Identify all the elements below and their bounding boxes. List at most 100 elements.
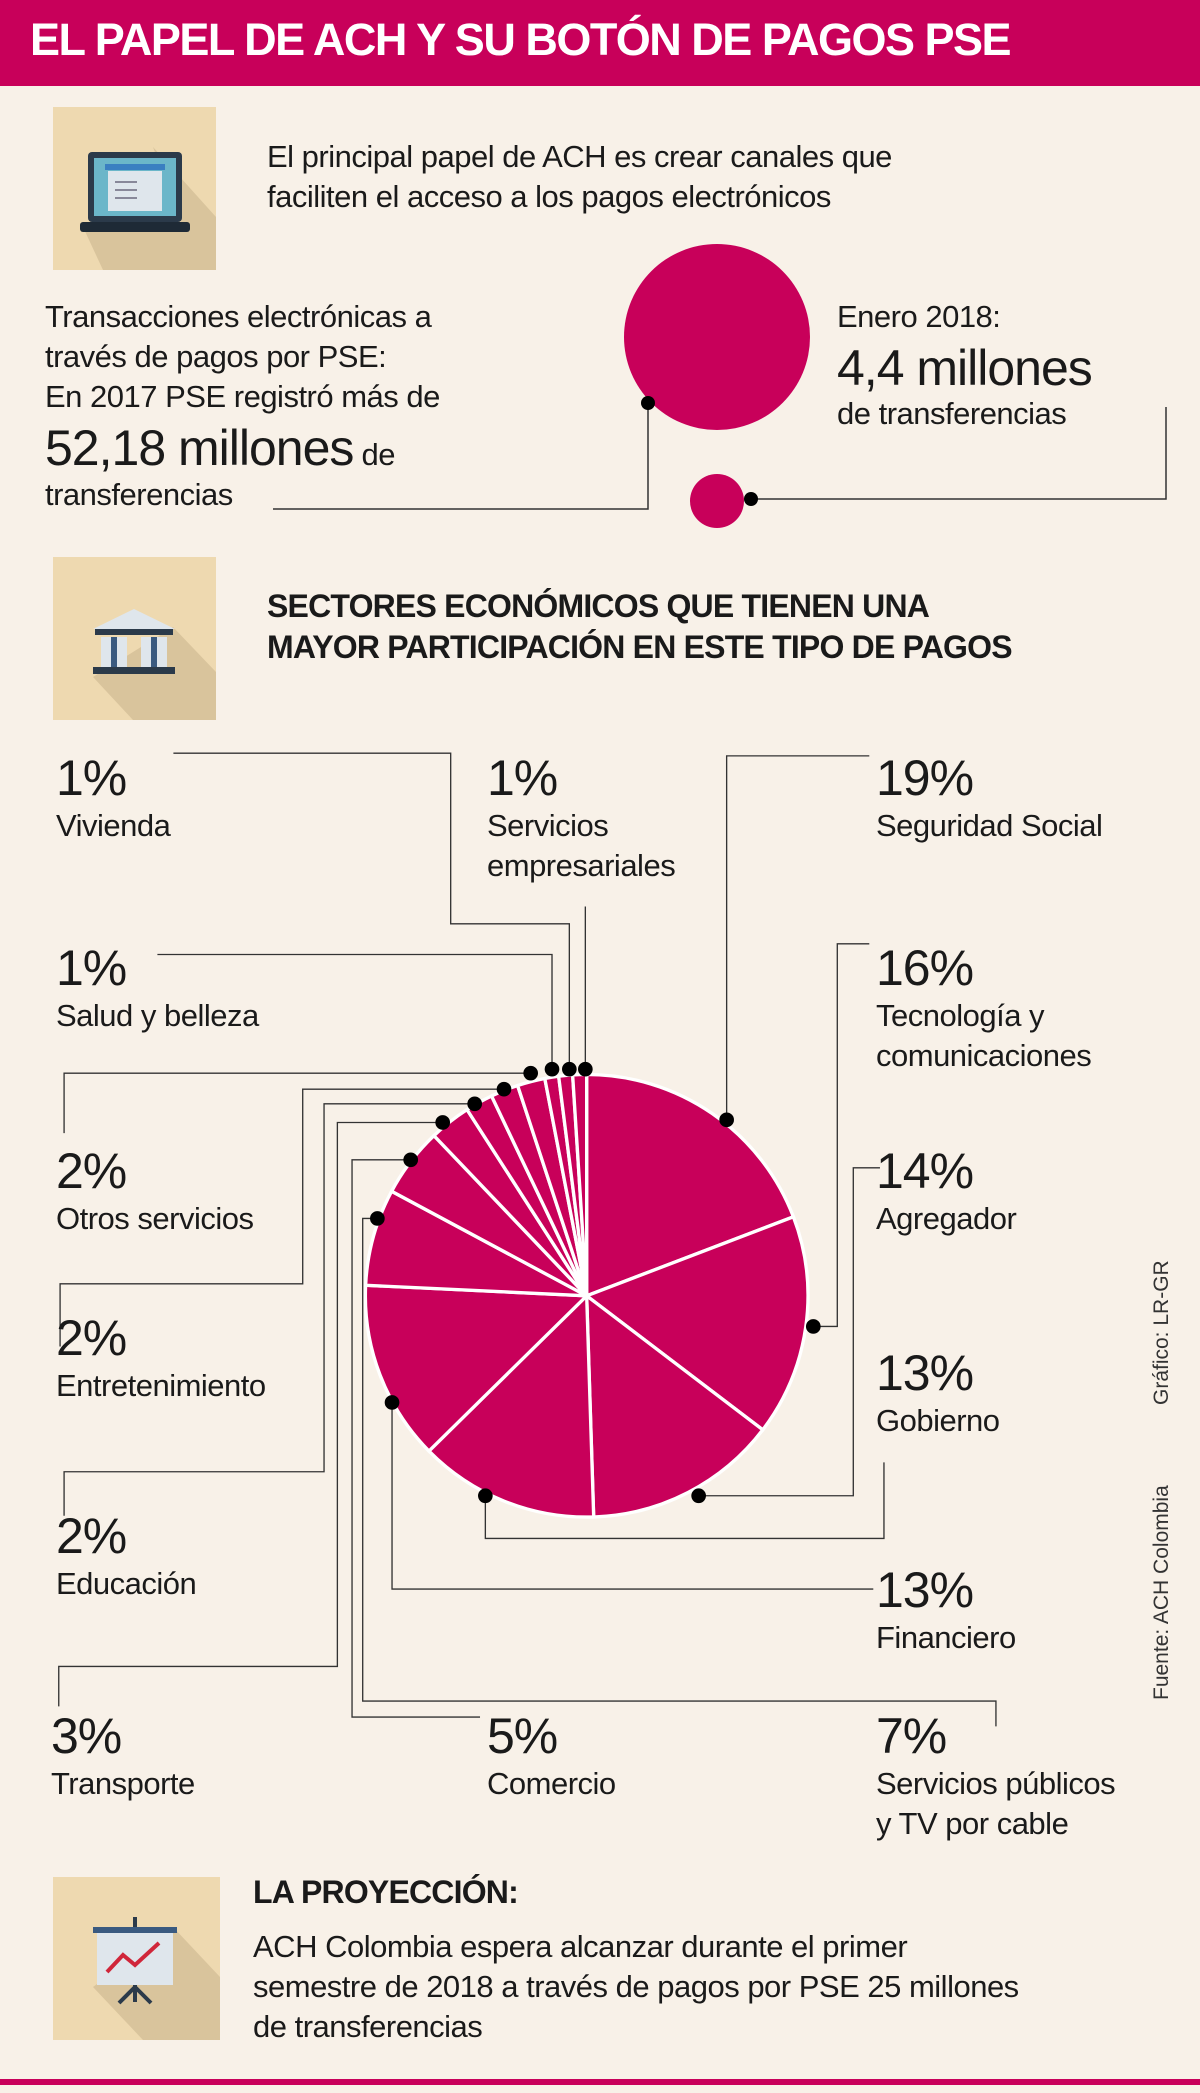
leader-dot-7 [435, 1115, 451, 1130]
page-title: EL PAPEL DE ACH Y SU BOTÓN DE PAGOS PSE [30, 14, 1012, 65]
pie-label-text: Entretenimiento [56, 1368, 266, 1403]
pie-label-pct: 19% [876, 750, 974, 806]
leader-dot-8 [467, 1096, 483, 1112]
stats-2018-value: 4,4 millones [837, 340, 1093, 396]
pie-label-2: 14% Agregador [876, 1143, 1017, 1239]
leader-line-9 [59, 1088, 505, 1347]
pie-label-pct: 16% [876, 940, 974, 996]
pie-label-4: 13% Financiero [876, 1562, 1016, 1658]
leader-dot-12 [578, 1061, 593, 1077]
leader-dot-1 [805, 1319, 821, 1334]
stats-2017-line-1: Transacciones electrónicas a [45, 299, 432, 334]
graphic-credit: Gráfico: LR-GR [1150, 1260, 1173, 1405]
bubble-2018 [690, 474, 744, 528]
pie-slice-4 [363, 1283, 591, 1454]
leader-dot-2 [691, 1488, 706, 1504]
leader-line-10 [63, 1072, 531, 1134]
pie-label-text: Financiero [876, 1620, 1016, 1655]
intro-line-2: faciliten el acceso a los pagos electrón… [267, 179, 831, 214]
stats-2017-line-2: través de pagos por PSE: [45, 339, 387, 374]
leader-line-2017 [273, 403, 649, 510]
leader-dot-11 [544, 1061, 560, 1077]
pie-label-pct: 14% [876, 1143, 974, 1199]
pie-label-12: 1% Servicios empresariales [487, 750, 676, 886]
projection-line-3: de transferencias [253, 2009, 483, 2044]
pie-label-pct: 7% [876, 1708, 947, 1764]
leader-dot-9 [496, 1081, 512, 1097]
pie-label-pct: 2% [56, 1508, 127, 1564]
leader-line-2 [698, 1167, 880, 1497]
projection-line-1: ACH Colombia espera alcanzar durante el … [253, 1929, 908, 1964]
leader-dot-10 [523, 1065, 539, 1081]
pie-label-text: y TV por cable [876, 1806, 1069, 1841]
pie-label-0: 19% Seguridad Social [876, 750, 1103, 846]
leader-dot-5 [370, 1211, 385, 1226]
bubble-2017 [624, 244, 810, 430]
leader-line-6 [351, 1159, 481, 1718]
pie-label-pct: 13% [876, 1345, 974, 1401]
pie-label-text: Comercio [487, 1766, 616, 1801]
pie-label-text: Transporte [51, 1766, 195, 1801]
pie-label-text: empresariales [487, 848, 676, 883]
leader-dot-0 [719, 1112, 734, 1128]
pie-label-pct: 3% [51, 1708, 122, 1764]
projection-heading: LA PROYECCIÓN: [253, 1874, 519, 1910]
pie-label-text: Tecnología y [876, 998, 1045, 1033]
pie-label-pct: 1% [487, 750, 558, 806]
pie-label-text: Servicios públicos [876, 1766, 1116, 1801]
leader-dot-2017 [641, 396, 655, 410]
pie-label-3: 13% Gobierno [876, 1345, 1000, 1441]
pie-label-text: Seguridad Social [876, 808, 1103, 843]
laptop-icon [53, 107, 216, 270]
leader-line-11 [157, 953, 553, 1070]
leader-line-0 [725, 755, 870, 1120]
leader-dot-4 [384, 1395, 400, 1410]
leader-line-5 [362, 1217, 997, 1727]
pie-slice-3 [426, 1291, 596, 1519]
presentation-chart-icon [53, 1877, 220, 2040]
leader-line-7 [58, 1121, 443, 1707]
pie-label-6: 5% Comercio [487, 1708, 616, 1804]
pie-label-11: 1% Salud y belleza [56, 940, 259, 1036]
pie-label-8: 2% Educación [56, 1508, 197, 1604]
stats-2017-suffix: de [353, 437, 396, 472]
pie-label-text: Servicios [487, 808, 609, 843]
pie-label-text: Gobierno [876, 1403, 1000, 1438]
bank-icon [53, 557, 216, 720]
pie-label-pct: 5% [487, 1708, 558, 1764]
title-bar [0, 0, 1200, 86]
leader-dot-2018 [744, 492, 758, 506]
stats-2017-value-row: 52,18 millones de [45, 420, 396, 476]
pie-label-text: comunicaciones [876, 1038, 1092, 1073]
pie-label-pct: 1% [56, 940, 127, 996]
pie-label-pct: 2% [56, 1310, 127, 1366]
sectors-heading-line-2: MAYOR PARTICIPACIÓN EN ESTE TIPO DE PAGO… [267, 629, 1013, 665]
pie-slice-2 [584, 1292, 766, 1519]
sectors-heading-line-1: SECTORES ECONÓMICOS QUE TIENEN UNA [267, 588, 930, 624]
stats-2017-last-line: transferencias [45, 477, 233, 512]
bubbles-graphic [273, 244, 1167, 528]
bottom-bar [0, 2079, 1200, 2085]
pie-label-text: Agregador [876, 1201, 1017, 1236]
stats-2018-suffix: de transferencias [837, 396, 1067, 431]
intro-line-1: El principal papel de ACH es crear canal… [267, 139, 892, 174]
leader-line-3 [484, 1462, 885, 1540]
leader-line-13 [173, 752, 571, 1070]
pie-label-text: Educación [56, 1566, 197, 1601]
pie-label-pct: 13% [876, 1562, 974, 1618]
source-credit: Fuente: ACH Colombia [1150, 1485, 1173, 1700]
pie-label-pct: 2% [56, 1143, 127, 1199]
pie-label-9: 2% Entretenimiento [56, 1310, 266, 1406]
pie-label-1: 16% Tecnología y comunicaciones [876, 940, 1092, 1076]
pie-label-text: Vivienda [56, 808, 171, 843]
pie-label-text: Otros servicios [56, 1201, 254, 1236]
leader-line-8 [63, 1103, 475, 1516]
leader-line-1 [813, 943, 870, 1328]
leader-dot-6 [403, 1152, 419, 1168]
stats-2017-value: 52,18 millones [45, 420, 354, 476]
pie-label-text: Salud y belleza [56, 998, 259, 1033]
pie-label-5: 7% Servicios públicos y TV por cable [876, 1708, 1116, 1844]
leader-dot-13 [562, 1061, 577, 1077]
pie-slice-0 [585, 1072, 796, 1299]
